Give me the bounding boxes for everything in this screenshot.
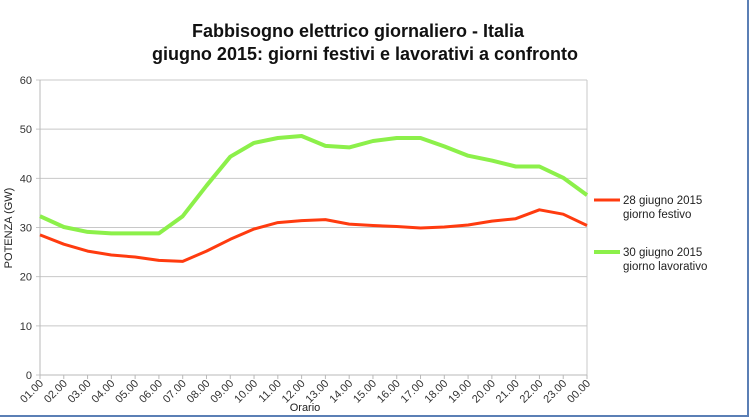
legend-label-2: 30 giugno 2015 (623, 247, 702, 259)
chart-subtitle: giugno 2015: giorni festivi e lavorativi… (152, 44, 578, 64)
x-tick-label: 10.00 (232, 378, 260, 406)
x-tick-label: 20.00 (470, 378, 498, 406)
y-tick-label: 40 (20, 173, 32, 185)
x-tick-label: 14.00 (327, 378, 355, 406)
x-tick-label: 06.00 (137, 378, 165, 406)
x-tick-label: 16.00 (375, 378, 403, 406)
x-tick-label: 01.00 (18, 378, 46, 406)
series-line-2 (39, 134, 589, 236)
y-tick-label: 50 (20, 124, 32, 136)
x-tick-label: 21.00 (494, 378, 522, 406)
x-tick-label: 17.00 (399, 378, 427, 406)
x-tick-label: 02.00 (42, 378, 70, 406)
legend-label-1: 28 giugno 2015 (623, 195, 702, 207)
x-tick-label: 05.00 (113, 378, 141, 406)
y-tick-label: 20 (20, 272, 32, 284)
x-tick-label: 03.00 (66, 378, 94, 406)
y-axis-label: POTENZA (GW) (3, 188, 15, 269)
x-axis-label: Orario (290, 402, 321, 414)
x-tick-label: 19.00 (446, 378, 474, 406)
x-tick-label: 18.00 (422, 378, 450, 406)
x-tick-label: 09.00 (208, 378, 236, 406)
x-tick-label: 15.00 (351, 378, 379, 406)
x-tick-label: 22.00 (518, 378, 546, 406)
y-tick-label: 60 (20, 75, 32, 87)
series-line-1 (39, 208, 588, 263)
legend-sublabel-1: giorno festivo (623, 209, 691, 221)
x-tick-label: 07.00 (161, 378, 189, 406)
chart-title: Fabbisogno elettrico giornaliero - Itali… (192, 21, 525, 41)
y-tick-label: 10 (20, 321, 32, 333)
legend-sublabel-2: giorno lavorativo (623, 261, 707, 273)
y-tick-label: 30 (20, 223, 32, 235)
y-tick-label: 0 (26, 370, 32, 382)
x-tick-label: 00.00 (565, 378, 593, 406)
x-tick-label: 08.00 (185, 378, 213, 406)
x-tick-label: 23.00 (541, 378, 569, 406)
x-tick-label: 04.00 (90, 378, 118, 406)
x-tick-label: 11.00 (257, 378, 284, 405)
